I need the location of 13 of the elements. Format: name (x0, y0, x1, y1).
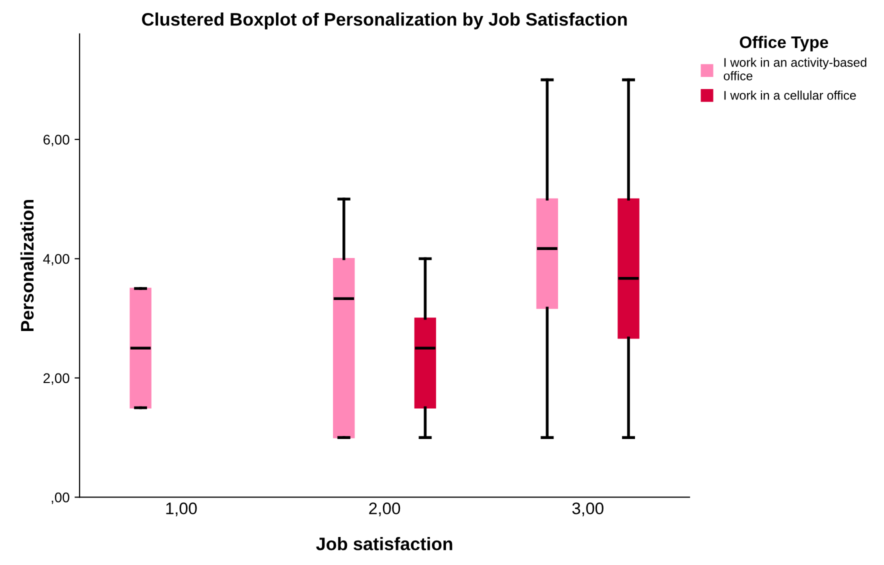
y-tick-label: 4,00 (43, 254, 70, 266)
legend-label: I work in an activity-based office (724, 58, 866, 80)
y-tick-label: 6,00 (44, 134, 70, 146)
chart-title: Clustered Boxplot of Personalization by Job Satisfaction (142, 12, 627, 30)
y-axis-title: Personalization (20, 200, 34, 332)
x-axis-title: Job satisfaction (316, 537, 452, 550)
y-tick-label: ,00 (52, 492, 70, 504)
y-tick-label: 2,00 (44, 373, 70, 385)
x-tick-label: 3,00 (572, 502, 604, 516)
legend-title: Office Type (740, 36, 828, 52)
x-tick-label: 1,00 (166, 502, 197, 516)
legend-label: I work in a cellular office (724, 90, 856, 100)
x-tick-label: 2,00 (369, 502, 400, 516)
